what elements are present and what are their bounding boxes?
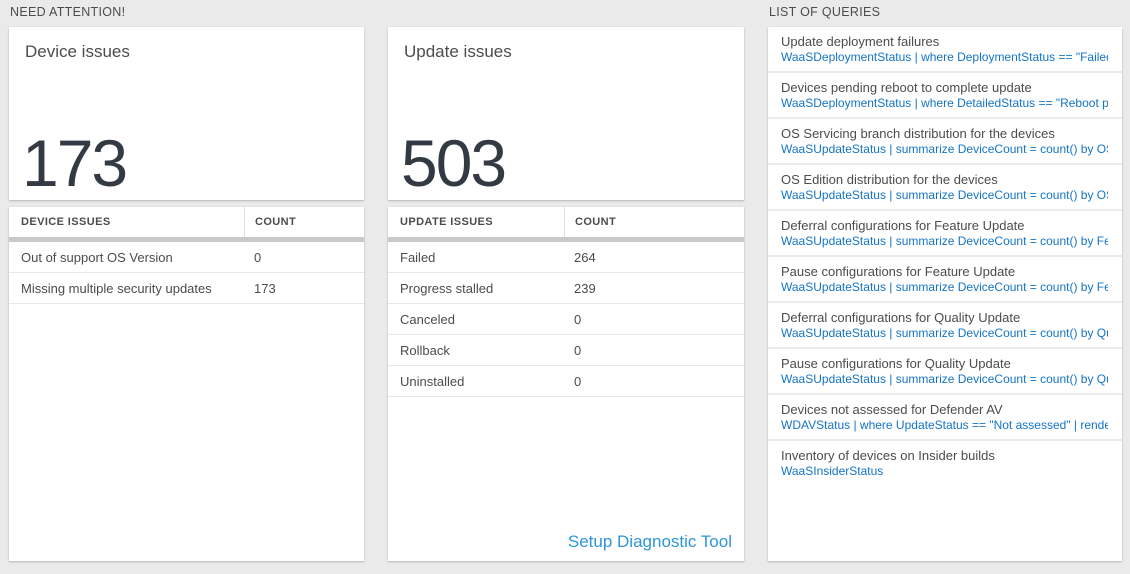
query-link[interactable]: WaaSUpdateStatus | summarize DeviceCount… bbox=[781, 326, 1108, 340]
query-link[interactable]: WDAVStatus | where UpdateStatus == "Not … bbox=[781, 418, 1108, 432]
row-label: Rollback bbox=[400, 342, 450, 358]
device-table-header: DEVICE ISSUES COUNT bbox=[9, 207, 364, 237]
row-label: Progress stalled bbox=[400, 280, 494, 296]
update-table-header-issues: UPDATE ISSUES bbox=[400, 216, 494, 228]
query-link[interactable]: WaaSUpdateStatus | summarize DeviceCount… bbox=[781, 280, 1108, 294]
device-table-header-issues: DEVICE ISSUES bbox=[21, 216, 111, 228]
table-row[interactable]: Progress stalled 239 bbox=[388, 273, 744, 304]
query-link[interactable]: WaaSDeploymentStatus | where DeploymentS… bbox=[781, 50, 1108, 64]
device-issues-count: 173 bbox=[22, 126, 128, 200]
query-link[interactable]: WaaSUpdateStatus | summarize DeviceCount… bbox=[781, 234, 1108, 248]
table-row[interactable]: Missing multiple security updates 173 bbox=[9, 273, 364, 304]
query-title: Inventory of devices on Insider builds bbox=[781, 448, 995, 463]
query-list-item[interactable]: Inventory of devices on Insider builds W… bbox=[768, 441, 1122, 485]
list-of-queries-heading: LIST OF QUERIES bbox=[769, 5, 881, 19]
query-link[interactable]: WaaSUpdateStatus | summarize DeviceCount… bbox=[781, 372, 1108, 386]
row-label: Failed bbox=[400, 249, 436, 265]
query-title: Deferral configurations for Feature Upda… bbox=[781, 218, 1025, 233]
query-title: Devices pending reboot to complete updat… bbox=[781, 80, 1032, 95]
table-row[interactable]: Failed 264 bbox=[388, 242, 744, 273]
query-title: Update deployment failures bbox=[781, 34, 940, 49]
query-list-item[interactable]: Pause configurations for Feature Update … bbox=[768, 257, 1122, 303]
query-list-panel: Update deployment failures WaaSDeploymen… bbox=[768, 27, 1122, 561]
row-label: Uninstalled bbox=[400, 373, 465, 389]
query-list-item[interactable]: Deferral configurations for Feature Upda… bbox=[768, 211, 1122, 257]
query-list-item[interactable]: Devices pending reboot to complete updat… bbox=[768, 73, 1122, 119]
update-table-header: UPDATE ISSUES COUNT bbox=[388, 207, 744, 237]
row-count: 0 bbox=[574, 373, 582, 389]
table-row[interactable]: Out of support OS Version 0 bbox=[9, 242, 364, 273]
device-table-header-count: COUNT bbox=[244, 207, 364, 237]
row-label: Canceled bbox=[400, 311, 455, 327]
update-table-body: Failed 264 Progress stalled 239 Canceled… bbox=[388, 242, 744, 397]
setup-diagnostic-tool-link[interactable]: Setup Diagnostic Tool bbox=[567, 532, 732, 551]
update-issues-count: 503 bbox=[401, 126, 507, 200]
row-count: 0 bbox=[574, 311, 582, 327]
query-title: Deferral configurations for Quality Upda… bbox=[781, 310, 1021, 325]
query-list-item[interactable]: Update deployment failures WaaSDeploymen… bbox=[768, 27, 1122, 73]
device-table-body: Out of support OS Version 0 Missing mult… bbox=[9, 242, 364, 304]
query-list-item[interactable]: Devices not assessed for Defender AV WDA… bbox=[768, 395, 1122, 441]
horizontal-scrollbar[interactable] bbox=[9, 237, 364, 242]
query-title: OS Servicing branch distribution for the… bbox=[781, 126, 1055, 141]
query-link[interactable]: WaaSDeploymentStatus | where DetailedSta… bbox=[781, 96, 1108, 110]
update-issues-table: UPDATE ISSUES COUNT Failed 264 Progress … bbox=[388, 207, 744, 561]
query-title: Devices not assessed for Defender AV bbox=[781, 402, 1003, 417]
update-table-header-count: COUNT bbox=[564, 207, 744, 237]
row-count: 264 bbox=[574, 249, 596, 265]
horizontal-scrollbar[interactable] bbox=[388, 237, 744, 242]
table-row[interactable]: Rollback 0 bbox=[388, 335, 744, 366]
query-link[interactable]: WaaSInsiderStatus bbox=[781, 464, 884, 478]
row-count: 239 bbox=[574, 280, 596, 296]
query-list-item[interactable]: OS Servicing branch distribution for the… bbox=[768, 119, 1122, 165]
device-issues-tile[interactable]: Device issues 173 bbox=[9, 27, 364, 200]
update-issues-tile[interactable]: Update issues 503 bbox=[388, 27, 744, 200]
need-attention-heading: NEED ATTENTION! bbox=[10, 5, 126, 19]
row-label: Out of support OS Version bbox=[21, 249, 173, 265]
query-title: OS Edition distribution for the devices bbox=[781, 172, 998, 187]
query-title: Pause configurations for Feature Update bbox=[781, 264, 1016, 279]
table-row[interactable]: Uninstalled 0 bbox=[388, 366, 744, 397]
query-list-item[interactable]: Deferral configurations for Quality Upda… bbox=[768, 303, 1122, 349]
query-link[interactable]: WaaSUpdateStatus | summarize DeviceCount… bbox=[781, 142, 1108, 156]
query-title: Pause configurations for Quality Update bbox=[781, 356, 1011, 371]
device-issues-table: DEVICE ISSUES COUNT Out of support OS Ve… bbox=[9, 207, 364, 561]
row-count: 0 bbox=[254, 249, 262, 265]
update-issues-title: Update issues bbox=[404, 42, 512, 61]
device-issues-title: Device issues bbox=[25, 42, 130, 61]
table-row[interactable]: Canceled 0 bbox=[388, 304, 744, 335]
query-link[interactable]: WaaSUpdateStatus | summarize DeviceCount… bbox=[781, 188, 1108, 202]
row-count: 0 bbox=[574, 342, 582, 358]
query-list: Update deployment failures WaaSDeploymen… bbox=[768, 27, 1122, 485]
query-list-item[interactable]: OS Edition distribution for the devices … bbox=[768, 165, 1122, 211]
row-count: 173 bbox=[254, 280, 276, 296]
query-list-item[interactable]: Pause configurations for Quality Update … bbox=[768, 349, 1122, 395]
row-label: Missing multiple security updates bbox=[21, 280, 212, 296]
